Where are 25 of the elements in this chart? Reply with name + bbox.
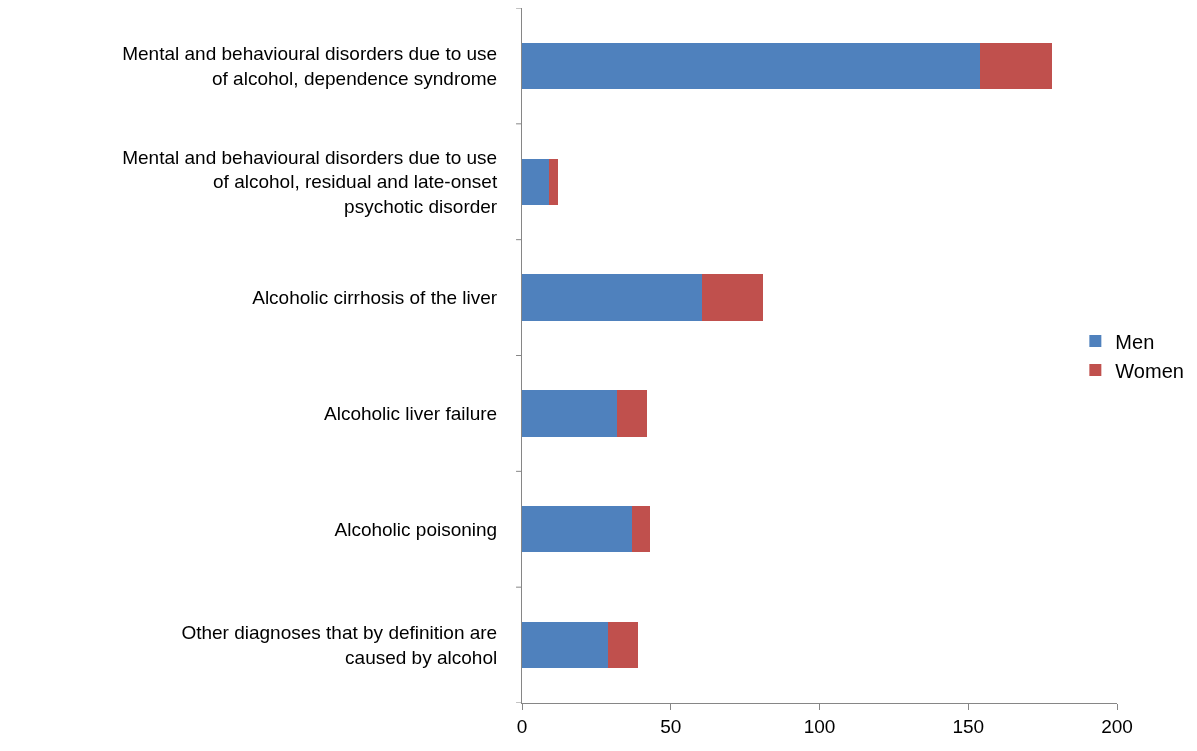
bar [522, 621, 609, 669]
y-tick-label: Other diagnoses that by definition are caused by alcohol [181, 622, 498, 669]
bar [522, 274, 702, 321]
bar [548, 158, 558, 205]
bar [701, 274, 763, 321]
bar [608, 621, 639, 669]
bar [980, 42, 1052, 90]
legend-label: Men [1115, 330, 1155, 353]
x-tick-label: 100 [803, 715, 836, 737]
bar [522, 158, 549, 205]
y-tick-label: Mental and behavioural disorders due to use of alcohol, dependence syndrome [122, 43, 498, 89]
bar [617, 390, 647, 437]
x-tick-label: 150 [952, 715, 985, 737]
bar [522, 390, 618, 437]
bar [522, 506, 633, 553]
bar [522, 42, 981, 90]
x-tick-label: 50 [660, 715, 682, 737]
y-tick-label: Mental and behavioural disorders due to use of alcohol, residual and late-onset psychotic disorder [122, 146, 498, 218]
y-tick-label: Alcoholic poisoning [334, 518, 498, 540]
y-tick-label: Alcoholic cirrhosis of the liver [252, 287, 498, 309]
y-tick-label: Alcoholic liver failure [324, 403, 498, 425]
bar [632, 506, 650, 553]
legend-label: Women [1115, 359, 1184, 382]
x-tick-label: 0 [516, 715, 528, 737]
x-tick-label: 200 [1101, 715, 1133, 737]
